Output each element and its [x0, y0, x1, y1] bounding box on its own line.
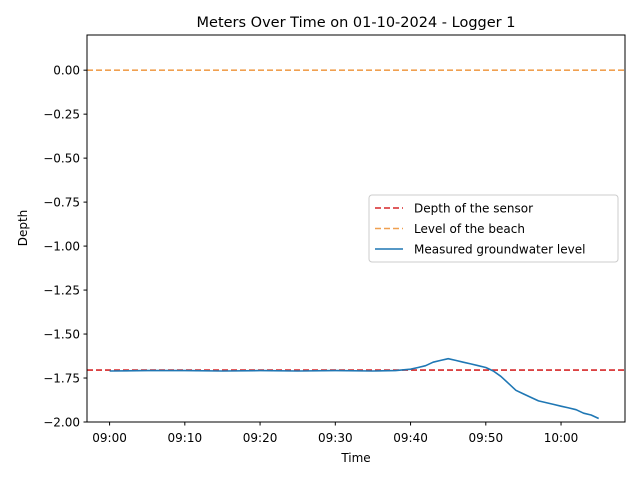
y-tick-label: −1.75 — [43, 372, 80, 386]
legend-label: Measured groundwater level — [414, 243, 585, 257]
legend-label: Level of the beach — [414, 222, 525, 236]
series-layer — [109, 357, 600, 420]
legend-label: Depth of the sensor — [414, 202, 533, 216]
x-tick-label: 09:00 — [92, 431, 127, 445]
y-tick-label: −2.00 — [43, 416, 80, 430]
plot-frame — [86, 34, 626, 423]
x-axis-label: Time — [340, 451, 370, 465]
x-tick-label: 09:40 — [393, 431, 428, 445]
x-tick-label: 09:50 — [469, 431, 504, 445]
x-tick-label: 10:00 — [544, 431, 579, 445]
legend: Depth of the sensor Level of the beach Mea… — [368, 194, 619, 263]
y-axis-label: Depth — [16, 210, 30, 247]
y-tick-label: −1.50 — [43, 328, 80, 342]
y-tick-label: −1.25 — [43, 284, 80, 298]
x-tick-label: 09:20 — [243, 431, 278, 445]
chart-title: Meters Over Time on 01-10-2024 - Logger … — [197, 15, 516, 31]
y-axis: 0.00 −0.25 −0.50 −0.75 −1.00 −1.25 −1.50 −1.75 −… — [43, 64, 87, 430]
series-line — [109, 357, 600, 420]
y-tick-label: 0.00 — [53, 64, 80, 78]
y-tick-label: −0.25 — [43, 108, 80, 122]
x-tick-label: 09:10 — [168, 431, 203, 445]
legend-box — [368, 194, 619, 263]
y-tick-label: −0.75 — [43, 196, 80, 210]
y-tick-label: −0.50 — [43, 152, 80, 166]
x-axis: 09:00 09:10 09:20 09:30 09:40 09:50 10:00 — [92, 422, 578, 445]
x-tick-label: 09:30 — [318, 431, 353, 445]
y-tick-label: −1.00 — [43, 240, 80, 254]
